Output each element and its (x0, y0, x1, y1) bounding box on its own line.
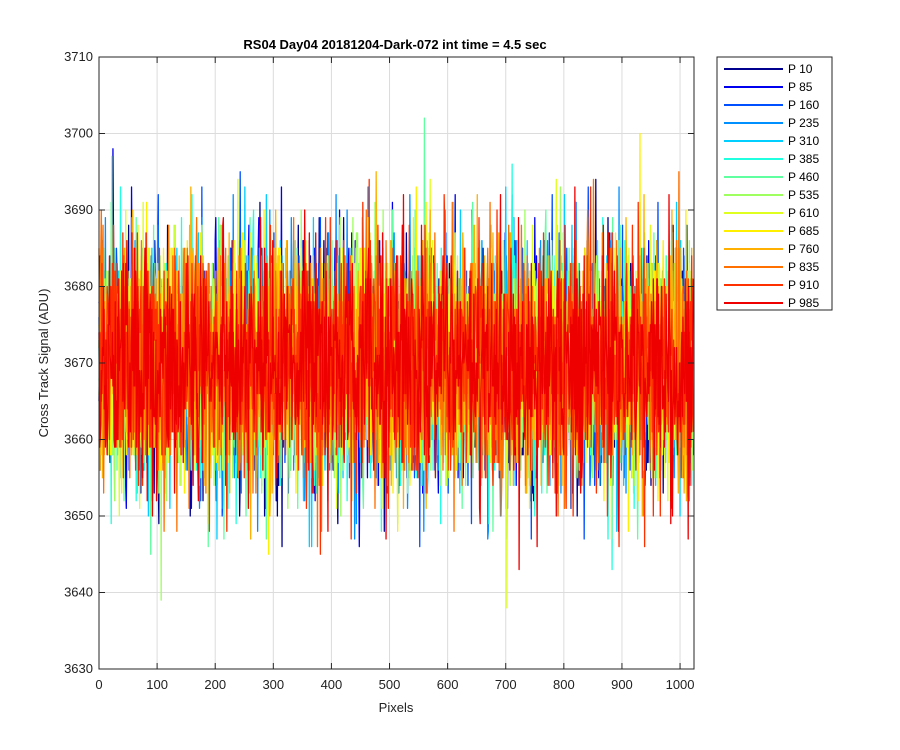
series-lines (98, 117, 695, 609)
legend-entry: P 535 (788, 188, 819, 202)
x-tick-label: 900 (611, 677, 633, 692)
legend: P 10 P 85 P 160 P 235 P 310 P 385 P 460 P 535 P … (716, 56, 833, 311)
x-tick-label: 500 (379, 677, 401, 692)
chart-title: RS04 Day04 20181204-Dark-072 int time = … (243, 37, 546, 52)
y-tick-label: 3660 (64, 432, 93, 447)
legend-entry: P 460 (788, 170, 819, 184)
legend-entry: P 10 (788, 62, 813, 76)
y-tick-label: 3670 (64, 355, 93, 370)
y-tick-label: 3710 (64, 49, 93, 64)
x-tick-label: 600 (437, 677, 459, 692)
y-axis-label: Cross Track Signal (ADU) (36, 289, 51, 438)
legend-entry: P 685 (788, 224, 819, 238)
legend-entry: P 235 (788, 116, 819, 130)
x-tick-label: 400 (321, 677, 343, 692)
legend-entry: P 760 (788, 242, 819, 256)
x-tick-label: 0 (95, 677, 102, 692)
legend-entry: P 385 (788, 152, 819, 166)
x-tick-label: 100 (146, 677, 168, 692)
y-tick-label: 3680 (64, 279, 93, 294)
x-axis-label: Pixels (379, 700, 414, 715)
legend-entry: P 310 (788, 134, 819, 148)
x-tick-label: 1000 (666, 677, 695, 692)
y-tick-label: 3630 (64, 661, 93, 676)
x-tick-label: 300 (262, 677, 284, 692)
y-tick-label: 3700 (64, 126, 93, 141)
axis-ticks (98, 56, 694, 670)
legend-entry: P 610 (788, 206, 819, 220)
legend-entry: P 910 (788, 278, 819, 292)
series-line-p910 (98, 178, 695, 555)
legend-entry: P 85 (788, 80, 813, 94)
y-tick-label: 3690 (64, 202, 93, 217)
legend-entry: P 985 (788, 296, 819, 310)
legend-entry: P 160 (788, 98, 819, 112)
series-line-p985 (98, 186, 695, 571)
x-tick-label: 700 (495, 677, 517, 692)
x-tick-label: 800 (553, 677, 575, 692)
plot-area (98, 56, 695, 670)
x-tick-labels: 0 100 200 300 400 500 600 700 800 900 1000 (95, 677, 694, 692)
legend-entry: P 835 (788, 260, 819, 274)
y-tick-labels: 3630 3640 3650 3660 3670 3680 3690 3700 3710 (64, 49, 93, 676)
y-tick-label: 3650 (64, 508, 93, 523)
x-tick-label: 200 (204, 677, 226, 692)
y-tick-label: 3640 (64, 585, 93, 600)
